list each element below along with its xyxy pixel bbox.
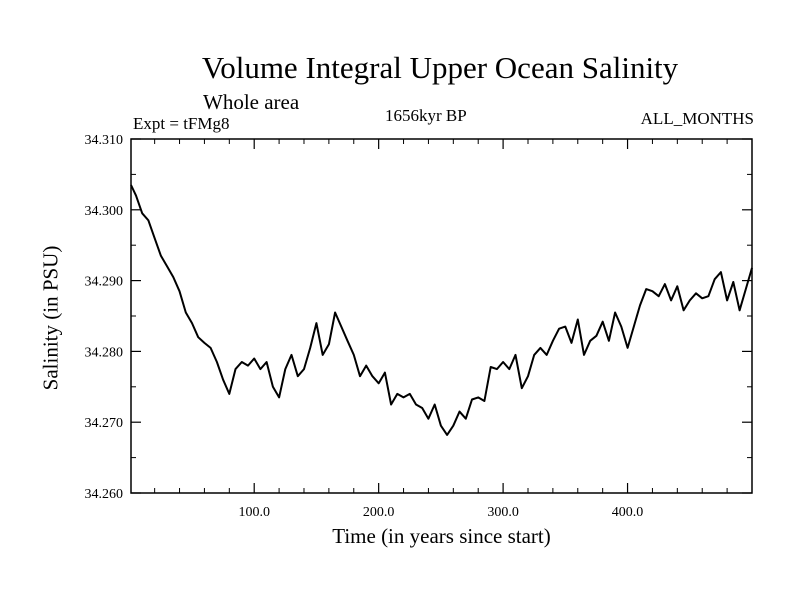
x-tick-label: 100.0 [238, 505, 270, 520]
x-tick-label: 400.0 [612, 505, 644, 520]
series-line-salinity [130, 184, 753, 436]
y-tick-label: 34.300 [85, 204, 124, 219]
y-tick-label: 34.280 [85, 345, 124, 360]
chart-subtitle: Whole area [203, 90, 300, 114]
x-axis-label: Time (in years since start) [332, 524, 551, 548]
months-label: ALL_MONTHS [640, 109, 754, 128]
period-label: 1656kyr BP [385, 106, 467, 125]
y-tick-label: 34.270 [85, 416, 124, 431]
experiment-label: Expt = tFMg8 [133, 114, 230, 133]
plot-frame [130, 138, 753, 494]
x-tick-label: 300.0 [487, 505, 519, 520]
y-tick-label: 34.290 [85, 275, 124, 290]
chart-title: Volume Integral Upper Ocean Salinity [201, 50, 679, 85]
y-tick-label: 34.310 [85, 133, 124, 148]
x-axis-ticks: 100.0 200.0 300.0 400.0 [154, 139, 728, 520]
y-axis-ticks: 34.260 34.270 34.280 34.290 34.300 34.310 [85, 133, 752, 502]
y-tick-label: 34.260 [85, 487, 124, 502]
x-tick-label: 200.0 [363, 505, 395, 520]
